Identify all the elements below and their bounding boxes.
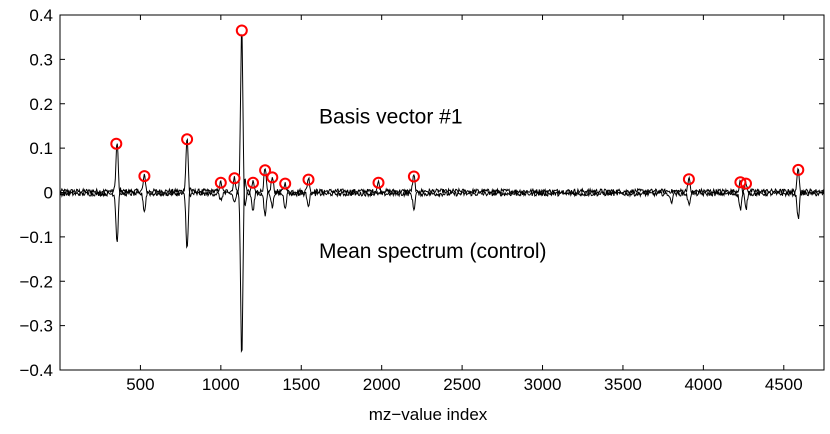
peak-marker — [228, 172, 241, 185]
x-tick-label: 3500 — [604, 375, 642, 394]
series-line-2 — [59, 178, 825, 354]
peak-marker — [235, 24, 248, 37]
y-tick-label: 0.1 — [29, 139, 53, 158]
peak-marker — [214, 176, 227, 189]
y-tick-label: 0.2 — [29, 95, 53, 114]
peak-marker — [247, 176, 259, 189]
x-tick-label: 1500 — [282, 375, 320, 394]
annotation-1: Basis vector #1 — [319, 106, 463, 129]
peak-marker — [259, 164, 272, 177]
peak-marker — [682, 173, 695, 186]
peak-marker — [181, 133, 194, 146]
x-tick-label: 3000 — [524, 375, 562, 394]
x-tick-label: 4500 — [765, 375, 803, 394]
series-line-1 — [59, 33, 825, 207]
x-tick-label: 1000 — [202, 375, 240, 394]
peak-marker — [734, 176, 747, 189]
peak-marker — [740, 177, 752, 190]
x-tick-label: 2500 — [443, 375, 481, 394]
peak-marker — [110, 137, 123, 150]
y-tick-label: −0.3 — [19, 317, 53, 336]
peak-marker — [302, 173, 315, 186]
y-tick-label: −0.1 — [19, 228, 53, 247]
peak-marker — [372, 176, 385, 189]
axis-layer: 500 1000 1500 2000 2500 3000 3500 4000 4500 −0.4 −… — [19, 6, 825, 394]
label-layer: mz−value index Basis vector #1 Mean spect… — [319, 106, 547, 424]
peak-marker — [138, 170, 151, 183]
peak-marker — [266, 171, 279, 184]
peak-marker — [792, 163, 805, 176]
y-tick-label: 0 — [44, 184, 53, 203]
y-tick-label: −0.4 — [19, 361, 53, 380]
annotation-2: Mean spectrum (control) — [319, 240, 547, 263]
x-tick-label: 500 — [126, 375, 154, 394]
x-tick-label: 2000 — [363, 375, 401, 394]
y-tick-label: 0.3 — [29, 50, 53, 69]
x-tick-label: 4000 — [684, 375, 722, 394]
y-tick-label: 0.4 — [29, 6, 53, 25]
series-layer — [59, 33, 825, 354]
y-tick-label: −0.2 — [19, 272, 53, 291]
x-axis-label: mz−value index — [369, 405, 488, 424]
peak-marker — [407, 170, 420, 183]
peak-marker — [279, 177, 292, 190]
marker-layer — [110, 24, 805, 190]
